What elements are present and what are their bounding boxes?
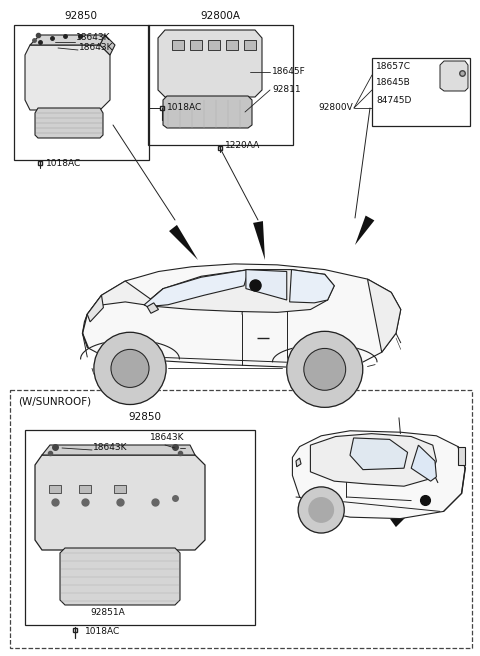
Polygon shape	[30, 35, 105, 45]
Text: 1220AA: 1220AA	[225, 142, 260, 150]
Bar	[244, 40, 256, 50]
Bar	[114, 485, 126, 493]
Bar	[190, 40, 202, 50]
Text: 1018AC: 1018AC	[167, 103, 202, 112]
Bar	[79, 485, 91, 493]
Text: 1018AC: 1018AC	[85, 626, 120, 636]
Text: 18645F: 18645F	[272, 68, 306, 77]
Polygon shape	[83, 264, 401, 369]
Polygon shape	[289, 270, 334, 303]
Circle shape	[298, 487, 344, 533]
Polygon shape	[163, 96, 252, 128]
Polygon shape	[311, 434, 436, 486]
Text: 92800V: 92800V	[318, 104, 353, 112]
Polygon shape	[296, 458, 301, 467]
Text: 18645B: 18645B	[376, 78, 411, 87]
Polygon shape	[25, 45, 110, 110]
Polygon shape	[100, 35, 115, 55]
Text: 18643K: 18643K	[93, 443, 128, 453]
Text: (W/SUNROOF): (W/SUNROOF)	[18, 396, 91, 406]
Text: 92811: 92811	[272, 85, 300, 94]
Text: 18643K: 18643K	[76, 33, 110, 43]
Bar	[208, 40, 220, 50]
Polygon shape	[35, 455, 205, 550]
Polygon shape	[355, 216, 374, 245]
Polygon shape	[246, 270, 287, 300]
Polygon shape	[350, 438, 408, 470]
Bar	[372, 58, 470, 126]
Text: 18643K: 18643K	[79, 43, 113, 52]
Text: 18657C: 18657C	[376, 62, 411, 71]
Polygon shape	[169, 225, 198, 260]
Polygon shape	[87, 295, 103, 322]
Polygon shape	[253, 221, 265, 260]
Polygon shape	[144, 270, 249, 306]
Polygon shape	[390, 505, 418, 527]
Text: 1018AC: 1018AC	[46, 159, 81, 167]
Circle shape	[111, 350, 149, 388]
Polygon shape	[440, 61, 468, 91]
Bar	[10, 390, 472, 648]
Text: 18643K: 18643K	[150, 434, 184, 443]
Bar	[172, 40, 184, 50]
Circle shape	[287, 331, 363, 407]
Bar	[49, 485, 61, 493]
Polygon shape	[42, 445, 195, 455]
Text: 92851A: 92851A	[90, 608, 125, 617]
Polygon shape	[411, 445, 436, 481]
Text: 84745D: 84745D	[376, 96, 411, 105]
Polygon shape	[368, 279, 401, 352]
Bar	[226, 40, 238, 50]
Circle shape	[309, 498, 334, 522]
Polygon shape	[87, 281, 158, 314]
Text: 92850: 92850	[129, 412, 161, 422]
Polygon shape	[158, 30, 262, 97]
Text: 92850: 92850	[64, 11, 97, 21]
Text: 92800A: 92800A	[200, 11, 240, 21]
Polygon shape	[60, 548, 180, 605]
Polygon shape	[458, 447, 465, 464]
Bar	[14, 25, 149, 160]
Bar	[148, 25, 293, 145]
Circle shape	[304, 348, 346, 390]
Polygon shape	[292, 431, 465, 519]
Polygon shape	[147, 303, 158, 314]
Polygon shape	[144, 270, 334, 312]
Circle shape	[94, 333, 166, 405]
Bar	[25, 430, 255, 625]
Polygon shape	[35, 108, 103, 138]
